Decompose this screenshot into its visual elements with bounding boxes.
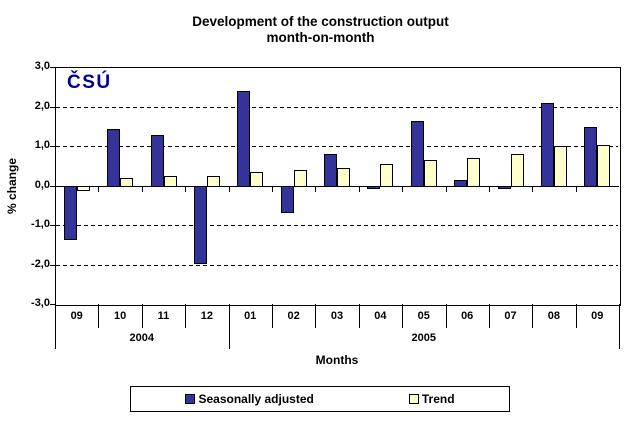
legend-label-trend: Trend	[421, 392, 455, 406]
legend: Seasonally adjusted Trend	[130, 386, 510, 412]
bar-seasonally-adjusted	[193, 186, 207, 264]
x-month-label: 11	[157, 310, 170, 322]
month-separator	[315, 304, 317, 328]
category-tick	[532, 187, 534, 192]
x-month-label: 09	[70, 310, 83, 322]
bar-trend	[423, 160, 437, 187]
gridline	[56, 265, 618, 266]
month-separator	[488, 304, 490, 328]
month-separator	[98, 304, 100, 328]
x-year-label: 2004	[129, 332, 154, 344]
bar-seasonally-adjusted	[410, 121, 424, 187]
bar-trend	[597, 145, 611, 187]
bar-seasonally-adjusted	[107, 129, 121, 187]
y-tick-label: -1,0	[31, 218, 50, 230]
gridline	[56, 107, 618, 108]
category-tick	[575, 187, 577, 192]
bar-trend	[163, 176, 177, 187]
year-separator	[55, 304, 56, 349]
y-axis-tick	[50, 146, 55, 147]
bar-seasonally-adjusted	[237, 91, 251, 187]
y-tick-label: 0,0	[34, 179, 50, 191]
year-separator	[619, 304, 620, 349]
gridline	[56, 225, 618, 226]
x-month-label: 12	[200, 310, 213, 322]
bar-trend	[120, 178, 134, 187]
bar-seasonally-adjusted	[367, 186, 381, 189]
trend-swatch-icon	[408, 394, 419, 404]
legend-item-seasonally-adjusted: Seasonally adjusted	[185, 392, 314, 406]
bar-seasonally-adjusted	[454, 180, 468, 187]
bar-trend	[380, 164, 394, 187]
category-tick	[185, 187, 187, 192]
bar-seasonally-adjusted	[324, 154, 337, 187]
year-separator	[228, 304, 230, 349]
category-tick	[358, 187, 360, 192]
bar-trend	[553, 146, 567, 187]
x-month-label: 08	[547, 310, 560, 322]
y-axis-tick	[50, 265, 55, 266]
bar-trend	[206, 176, 220, 187]
y-tick-label: 2,0	[34, 100, 50, 112]
category-tick	[98, 187, 100, 192]
bar-seasonally-adjusted	[63, 186, 77, 240]
category-tick	[141, 187, 143, 192]
month-separator	[402, 304, 404, 328]
chart-title: Development of the construction output m…	[0, 14, 641, 46]
month-separator	[271, 304, 273, 328]
category-tick	[402, 187, 404, 192]
bar-seasonally-adjusted	[584, 127, 598, 187]
x-month-label: 04	[374, 310, 387, 322]
y-tick-label: 3,0	[34, 60, 50, 72]
month-separator	[532, 304, 534, 328]
x-month-label: 10	[113, 310, 127, 322]
y-tick-label: 1,0	[34, 139, 50, 151]
chart-title-line2: month-on-month	[266, 30, 375, 45]
month-separator	[575, 304, 577, 328]
bar-trend	[76, 186, 90, 191]
y-tick-label: -2,0	[31, 258, 50, 270]
chart-title-line1: Development of the construction output	[192, 14, 449, 29]
y-axis-tick	[50, 107, 55, 108]
month-separator	[141, 304, 143, 328]
y-axis-tick	[50, 186, 55, 187]
bar-seasonally-adjusted	[497, 186, 511, 189]
category-tick	[488, 187, 490, 192]
month-separator	[445, 304, 447, 328]
x-month-label: 01	[244, 310, 257, 322]
bar-seasonally-adjusted	[540, 103, 554, 187]
category-tick	[445, 187, 447, 192]
x-year-label: 2005	[411, 332, 436, 344]
x-month-label: 07	[504, 310, 517, 322]
bar-trend	[510, 154, 524, 187]
category-tick	[271, 187, 273, 192]
legend-label-seasonally-adjusted: Seasonally adjusted	[198, 392, 314, 406]
seasonally-adjusted-swatch-icon	[185, 394, 196, 404]
x-month-label: 02	[287, 310, 300, 322]
x-month-label: 05	[417, 310, 430, 322]
bar-trend	[293, 170, 307, 187]
legend-item-trend: Trend	[408, 392, 455, 406]
y-axis-tick	[50, 67, 55, 68]
bar-seasonally-adjusted	[280, 186, 294, 213]
x-axis-title: Months	[315, 353, 359, 367]
x-month-label: 03	[330, 310, 344, 322]
csu-logo: ČSÚ	[67, 72, 112, 93]
month-separator	[185, 304, 187, 328]
gridline	[56, 146, 618, 147]
y-axis-tick	[50, 304, 55, 305]
x-month-label: 09	[591, 310, 604, 322]
y-tick-label: -3,0	[31, 297, 50, 309]
bar-trend	[337, 168, 350, 187]
category-tick	[228, 187, 230, 192]
category-tick	[315, 187, 317, 192]
month-separator	[358, 304, 360, 328]
y-axis-tick	[50, 225, 55, 226]
bar-seasonally-adjusted	[150, 135, 164, 187]
x-month-label: 06	[461, 310, 474, 322]
bar-trend	[467, 158, 481, 187]
bar-trend	[250, 172, 264, 187]
